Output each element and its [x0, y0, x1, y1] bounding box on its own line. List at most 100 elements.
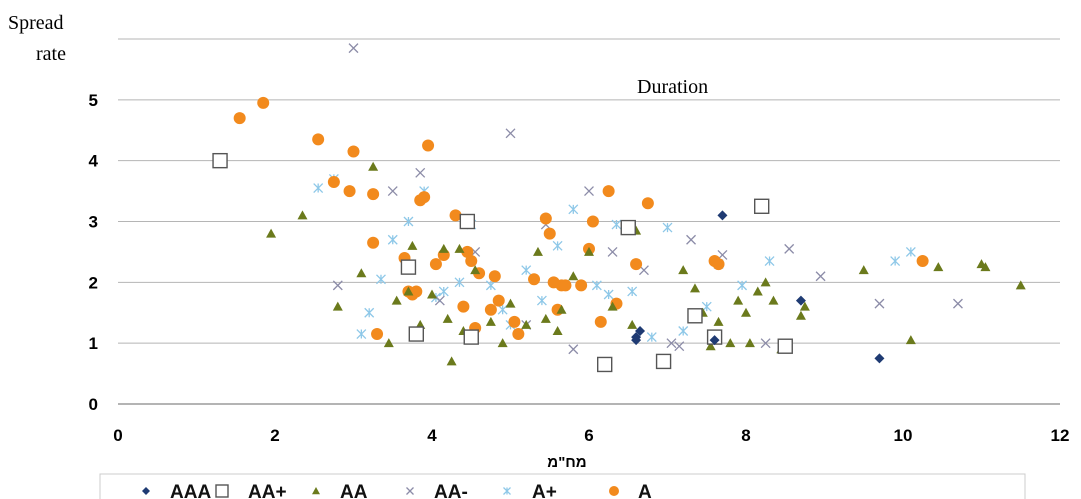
data-point-aa-plus: [620, 219, 636, 236]
gridlines: [118, 38, 1060, 344]
data-point-a-plus: [313, 183, 324, 194]
x-tick-label: 10: [894, 426, 913, 445]
y-tick-label: 0: [89, 395, 98, 414]
data-point-aa: [733, 295, 744, 305]
data-point-aa: [297, 210, 308, 220]
legend-marker: [312, 487, 320, 495]
data-point-a: [422, 139, 435, 152]
data-point-aa: [505, 298, 516, 308]
legend-label: A+: [532, 482, 557, 499]
data-point-a-plus: [497, 304, 508, 315]
y-tick-label: 2: [89, 273, 98, 292]
data-point-a: [457, 300, 470, 313]
y-tick-label: 3: [89, 213, 98, 232]
data-point-aa-plus: [655, 353, 672, 370]
data-point-a-plus: [603, 289, 614, 300]
data-point-aa: [540, 313, 551, 323]
data-point-aa: [1015, 280, 1026, 290]
data-point-aa: [556, 304, 567, 314]
data-point-aa: [713, 316, 724, 326]
data-point-a: [488, 270, 501, 283]
x-tick-label: 4: [427, 426, 437, 445]
data-point-aa: [933, 262, 944, 272]
x-tick-label: 2: [270, 426, 279, 445]
data-point-a: [712, 258, 725, 271]
data-point-a: [257, 96, 270, 109]
data-point-aa: [799, 301, 810, 311]
data-point-a-plus: [890, 256, 901, 267]
data-point-a: [575, 279, 588, 292]
data-point-a-plus: [376, 274, 386, 285]
data-point-a: [347, 145, 360, 158]
data-point-a: [449, 209, 462, 222]
data-point-a: [641, 197, 654, 210]
data-point-aa-plus: [400, 259, 417, 275]
legend-label: A: [638, 482, 652, 499]
data-point-aa: [905, 335, 916, 345]
data-point-aaa: [874, 353, 885, 364]
data-point-aa: [552, 326, 563, 335]
legend-marker: [503, 487, 511, 495]
y-tick-label: 1: [89, 334, 98, 353]
data-point-aa-minus: [584, 186, 594, 197]
data-point-aa: [689, 283, 700, 293]
data-point-a: [371, 328, 384, 341]
data-point-aa: [407, 240, 418, 250]
data-point-aa: [607, 301, 618, 311]
data-point-aaa: [631, 335, 642, 346]
data-point-a-plus: [646, 332, 657, 343]
data-point-a: [367, 188, 380, 201]
data-point-aa-minus: [874, 298, 885, 309]
data-point-a: [410, 285, 423, 298]
data-point-aa-plus: [463, 329, 479, 345]
data-point-aa-minus: [415, 167, 426, 178]
y-axis-label-line1: Spread: [8, 12, 64, 34]
data-point-a-plus: [627, 286, 638, 297]
data-point-aaa: [635, 326, 646, 336]
data-point-aa-minus: [568, 344, 579, 355]
data-point-aa-minus: [686, 234, 697, 245]
data-point-a: [539, 212, 552, 225]
data-points: [212, 43, 1026, 373]
data-point-a: [367, 236, 380, 249]
data-point-aa: [368, 161, 379, 171]
data-point-a-plus: [662, 222, 673, 233]
data-point-aa-minus: [434, 295, 445, 306]
data-point-aa-minus: [666, 338, 677, 349]
data-point-a-plus: [905, 246, 916, 257]
data-point-a: [418, 191, 431, 204]
data-point-aa: [744, 338, 755, 348]
legend: AAA AA+ AA AA- A+ A: [142, 482, 652, 499]
x-tick-label: 8: [741, 426, 750, 445]
data-point-a-plus: [521, 265, 532, 276]
data-point-aa: [356, 268, 367, 278]
data-point-a-plus: [611, 219, 622, 230]
data-point-aa: [454, 243, 465, 253]
data-point-a: [630, 258, 643, 271]
data-point-aa-plus: [408, 326, 424, 342]
data-point-a: [465, 255, 478, 268]
data-point-a-plus: [591, 280, 602, 291]
data-point-aa-plus: [597, 356, 613, 373]
data-point-aa: [332, 301, 343, 311]
data-point-a: [916, 255, 929, 268]
data-point-a: [512, 328, 525, 341]
data-point-aa: [752, 286, 763, 296]
data-point-aa-plus: [777, 338, 793, 354]
data-point-aa: [383, 338, 394, 348]
data-point-aa-plus: [459, 213, 476, 230]
legend-label: AA-: [434, 482, 468, 499]
data-point-aa-minus: [332, 280, 343, 291]
data-point-aa: [760, 277, 771, 287]
data-point-aa: [266, 228, 277, 238]
data-point-a-plus: [737, 280, 748, 291]
data-point-a-plus: [356, 329, 367, 340]
data-point-aaa: [795, 295, 806, 306]
data-point-a: [343, 185, 356, 198]
data-point-aa: [403, 286, 414, 296]
data-point-a: [461, 245, 474, 258]
data-point-aa-plus: [687, 308, 703, 324]
data-point-a: [594, 315, 607, 328]
x-tick-label: 12: [1051, 426, 1070, 445]
